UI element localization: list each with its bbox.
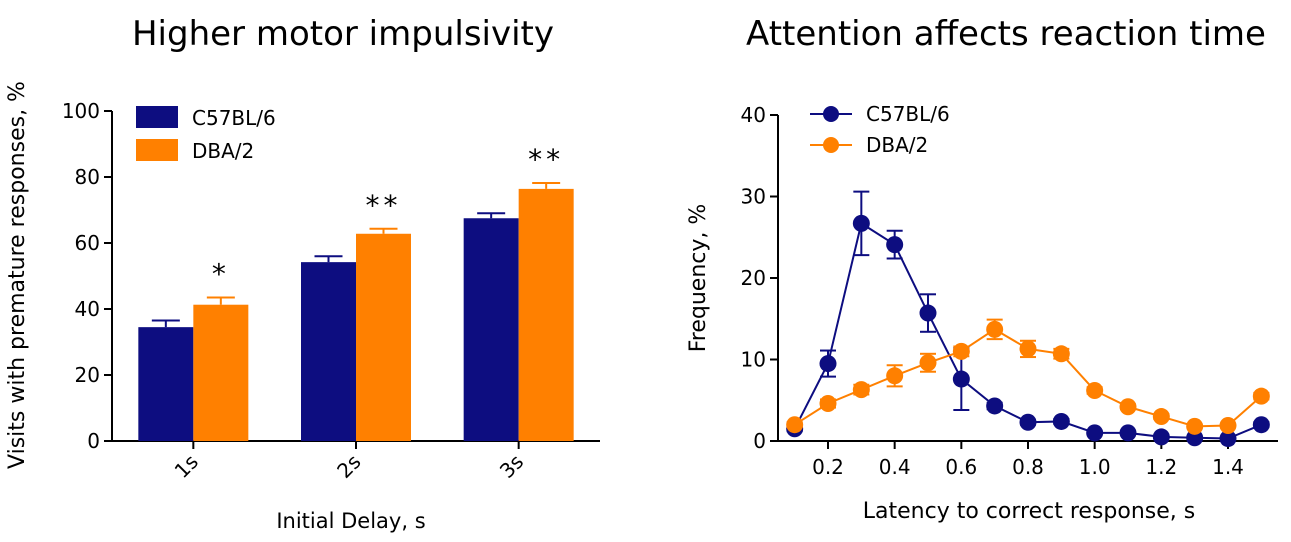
data-point [1186, 417, 1204, 435]
legend-label-c57bl6: C57BL/6 [192, 106, 276, 130]
significance-marker: * [212, 257, 230, 290]
bar-x-tick-label: 2s [332, 450, 365, 483]
data-point [1252, 416, 1270, 434]
line-y-tick-label: 10 [741, 348, 766, 372]
bar-y-tick-label: 100 [62, 99, 100, 123]
line-chart-title: Attention affects reaction time [746, 14, 1266, 54]
bar-y-tick-label: 80 [75, 165, 100, 189]
line-y-tick-label: 30 [741, 185, 766, 209]
line-x-tick-label: 0.4 [879, 455, 911, 479]
line-y-tick-label: 40 [741, 103, 766, 127]
bar [356, 233, 411, 441]
bar-y-tick-label: 40 [75, 297, 100, 321]
data-point [1152, 408, 1170, 426]
bar [193, 304, 249, 441]
line-chart-x-axis-label: Latency to correct response, s [863, 499, 1195, 524]
data-point [1052, 345, 1070, 363]
bar [138, 327, 194, 441]
legend-marker-c57bl6 [823, 106, 839, 122]
legend-label-c57bl6: C57BL/6 [866, 102, 950, 126]
line-y-tick-label: 20 [741, 266, 766, 290]
data-point [1219, 417, 1237, 435]
data-point [1219, 430, 1237, 448]
line-x-tick-label: 0.2 [812, 455, 844, 479]
data-point [1019, 340, 1037, 358]
line-x-tick-label: 1.2 [1145, 455, 1177, 479]
data-point [886, 236, 904, 254]
bar-chart-x-axis-label: Initial Delay, s [276, 509, 425, 533]
data-point [919, 304, 937, 322]
bar-y-tick-label: 0 [87, 429, 100, 453]
bar-chart-title: Higher motor impulsivity [132, 14, 554, 54]
data-point [952, 342, 970, 360]
bar-chart: Higher motor impulsivity Visits with pre… [5, 14, 600, 533]
data-point [952, 370, 970, 388]
data-point [1252, 387, 1270, 405]
line-x-tick-label: 0.6 [945, 455, 977, 479]
data-point [786, 416, 804, 434]
data-point [852, 381, 870, 399]
bar-y-tick-label: 60 [75, 231, 100, 255]
bar-chart-marks: ***** [138, 143, 574, 441]
bar [463, 218, 519, 441]
bar [518, 188, 574, 441]
bar-y-tick-label: 20 [75, 363, 100, 387]
data-point [986, 320, 1004, 338]
bar-chart-legend: C57BL/6 DBA/2 [136, 106, 276, 163]
bar-x-tick-label: 1s [170, 450, 203, 483]
bar [301, 262, 356, 441]
data-point [886, 367, 904, 385]
line-chart: Attention affects reaction time Frequenc… [686, 14, 1278, 524]
data-point [919, 354, 937, 372]
data-point [986, 397, 1004, 415]
data-point [819, 395, 837, 413]
data-point [852, 214, 870, 232]
data-point [1119, 424, 1137, 442]
legend-swatch-c57bl6 [136, 106, 178, 128]
legend-label-dba2: DBA/2 [866, 133, 928, 157]
line-chart-y-axis-label: Frequency, % [686, 204, 711, 353]
line-y-tick-label: 0 [753, 429, 766, 453]
legend-label-dba2: DBA/2 [192, 139, 254, 163]
bar-chart-y-axis-label: Visits with premature responses, % [5, 81, 30, 469]
significance-marker: ** [366, 189, 402, 222]
data-point [1019, 413, 1037, 431]
line-x-tick-label: 1.0 [1079, 455, 1111, 479]
data-point [1086, 424, 1104, 442]
significance-marker: ** [528, 143, 564, 176]
data-point [819, 355, 837, 373]
line-chart-marks [786, 190, 1270, 448]
data-point [1119, 398, 1137, 416]
legend-marker-dba2 [823, 137, 839, 153]
bar-x-tick-label: 3s [495, 450, 528, 483]
line-x-tick-label: 0.8 [1012, 455, 1044, 479]
legend-swatch-dba2 [136, 139, 178, 161]
line-x-tick-label: 1.4 [1212, 455, 1244, 479]
data-point [1052, 412, 1070, 430]
data-point [1086, 381, 1104, 399]
line-chart-legend: C57BL/6 DBA/2 [810, 102, 950, 157]
data-point [1152, 428, 1170, 446]
